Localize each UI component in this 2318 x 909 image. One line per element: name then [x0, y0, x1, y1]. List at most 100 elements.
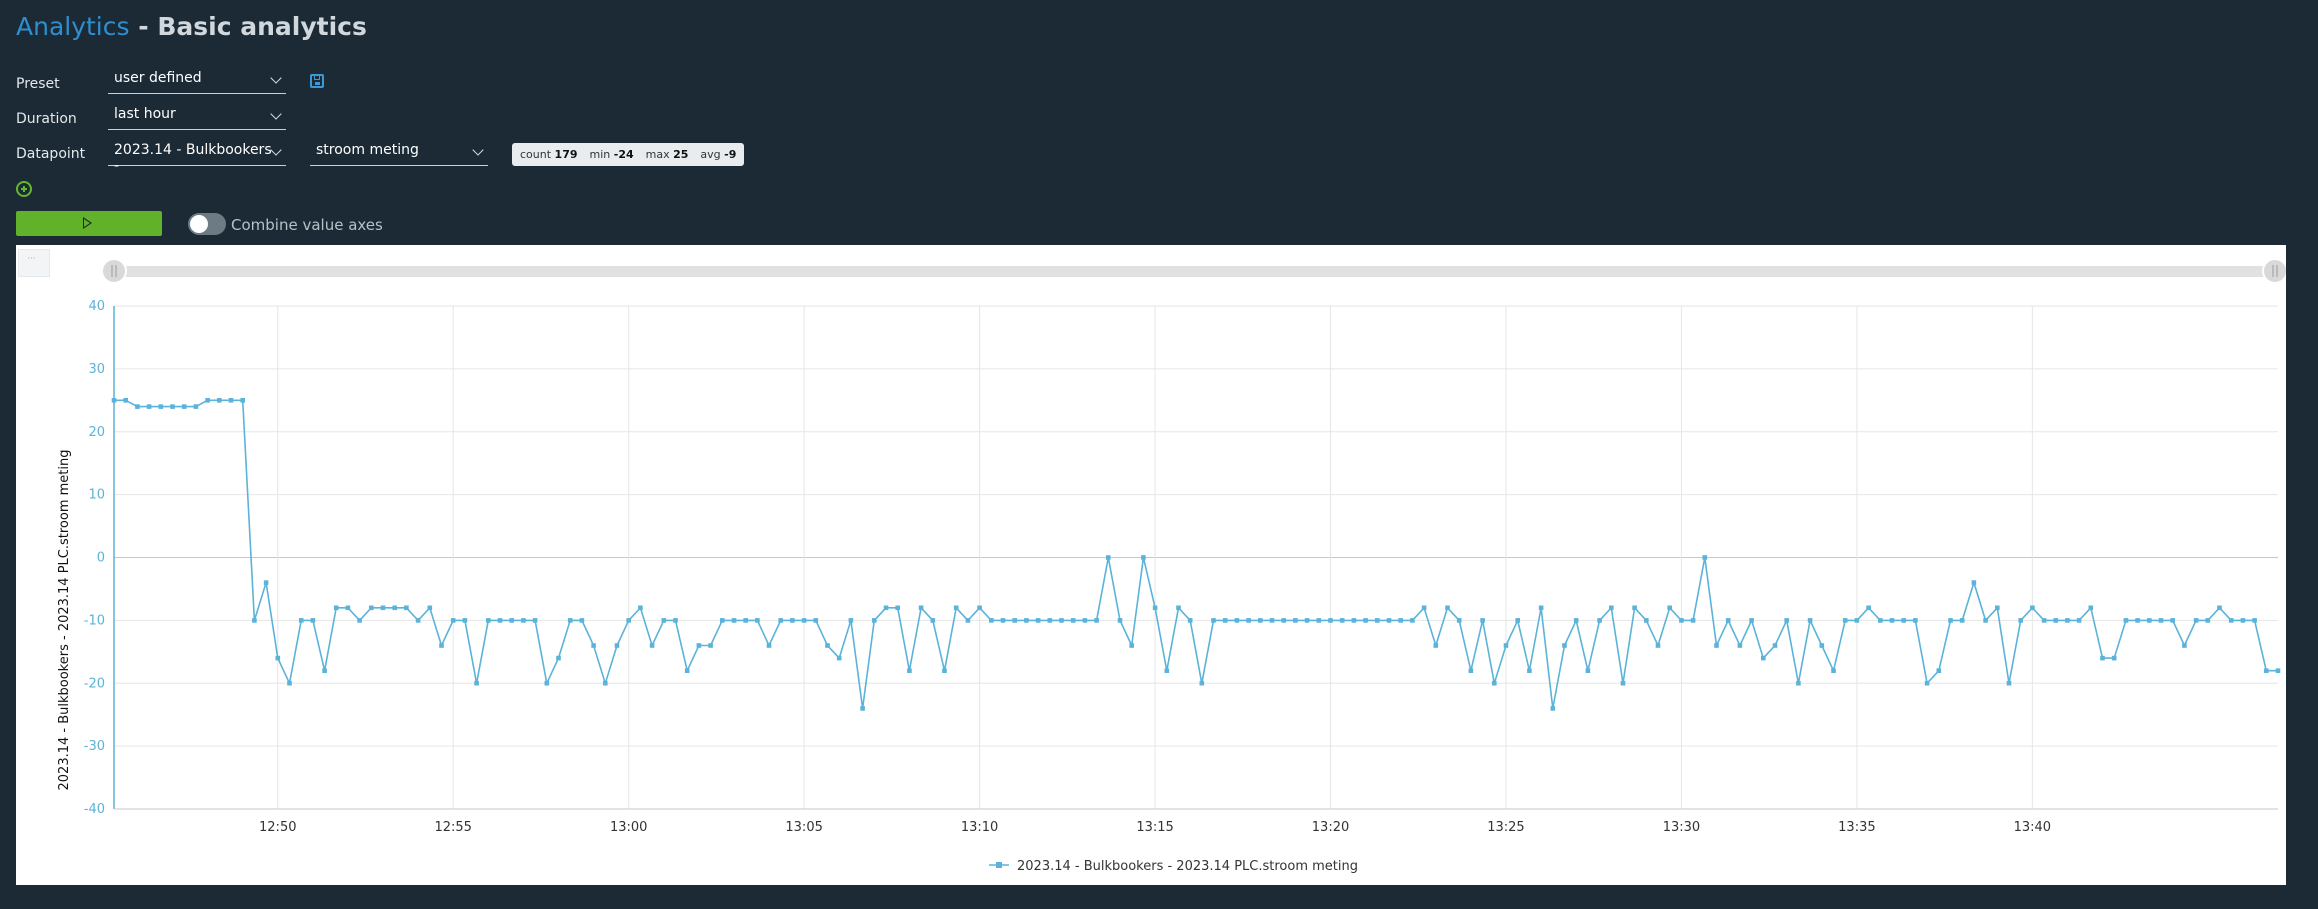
data-point[interactable]: [1375, 618, 1380, 623]
data-point[interactable]: [1842, 618, 1848, 623]
data-point[interactable]: [2135, 618, 2140, 623]
data-point[interactable]: [673, 618, 678, 623]
data-point[interactable]: [123, 398, 128, 403]
data-point[interactable]: [392, 605, 397, 611]
data-point[interactable]: [813, 618, 819, 623]
data-point[interactable]: [942, 668, 947, 673]
data-point[interactable]: [1187, 618, 1193, 623]
data-point[interactable]: [778, 618, 783, 623]
data-point[interactable]: [1924, 680, 1930, 686]
data-point[interactable]: [2088, 605, 2094, 611]
data-point[interactable]: [614, 643, 620, 648]
data-point[interactable]: [205, 398, 210, 403]
data-point[interactable]: [1714, 643, 1719, 648]
data-point[interactable]: [497, 618, 503, 623]
data-point[interactable]: [1807, 618, 1813, 623]
data-point[interactable]: [766, 643, 772, 648]
datapoint-select[interactable]: 2023.14 - Bulkbookers -: [108, 140, 286, 174]
data-point[interactable]: [1901, 618, 1906, 623]
data-point[interactable]: [1690, 618, 1696, 623]
property-select[interactable]: stroom meting: [310, 140, 488, 166]
preset-select[interactable]: user defined: [108, 68, 286, 94]
data-point[interactable]: [1316, 618, 1322, 623]
data-point[interactable]: [591, 643, 596, 648]
data-point[interactable]: [1410, 618, 1415, 623]
add-datapoint-icon[interactable]: [16, 181, 32, 197]
data-point[interactable]: [1971, 580, 1977, 585]
data-point[interactable]: [462, 618, 468, 623]
data-point[interactable]: [649, 643, 655, 648]
data-point[interactable]: [1363, 618, 1368, 623]
data-point[interactable]: [1445, 605, 1450, 611]
data-point[interactable]: [1796, 680, 1801, 686]
data-point[interactable]: [298, 618, 304, 623]
data-point[interactable]: [1468, 668, 1474, 673]
data-point[interactable]: [1573, 618, 1579, 623]
data-point[interactable]: [135, 404, 140, 409]
data-point[interactable]: [1000, 618, 1006, 623]
data-point[interactable]: [1421, 605, 1427, 611]
data-point[interactable]: [369, 605, 374, 611]
data-point[interactable]: [2193, 618, 2199, 623]
data-point[interactable]: [1889, 618, 1895, 623]
data-point[interactable]: [755, 618, 760, 623]
data-point[interactable]: [1667, 605, 1672, 611]
data-point[interactable]: [2228, 618, 2234, 623]
data-point[interactable]: [848, 618, 854, 623]
data-point[interactable]: [1959, 618, 1965, 623]
data-point[interactable]: [731, 618, 737, 623]
data-point[interactable]: [380, 605, 386, 611]
data-point[interactable]: [1878, 618, 1883, 623]
data-point[interactable]: [638, 605, 643, 611]
combine-axes-toggle[interactable]: [188, 213, 226, 235]
data-point[interactable]: [965, 618, 971, 623]
data-point[interactable]: [1339, 618, 1345, 623]
data-point[interactable]: [1094, 618, 1099, 623]
save-icon[interactable]: [310, 74, 324, 88]
data-point[interactable]: [544, 680, 550, 686]
data-point[interactable]: [2217, 605, 2222, 611]
data-point[interactable]: [1129, 643, 1134, 648]
data-point[interactable]: [450, 618, 456, 623]
data-point[interactable]: [603, 680, 608, 686]
data-point[interactable]: [333, 605, 339, 611]
data-point[interactable]: [825, 643, 830, 648]
data-point[interactable]: [953, 605, 959, 611]
data-point[interactable]: [567, 618, 573, 623]
data-point[interactable]: [521, 618, 526, 623]
data-point[interactable]: [989, 618, 994, 623]
data-point[interactable]: [228, 398, 234, 403]
data-point[interactable]: [1070, 618, 1076, 623]
data-point[interactable]: [1328, 618, 1333, 623]
data-point[interactable]: [1854, 618, 1860, 623]
data-point[interactable]: [427, 605, 433, 611]
data-point[interactable]: [275, 655, 281, 661]
data-point[interactable]: [217, 398, 222, 403]
data-point[interactable]: [626, 618, 631, 623]
data-point[interactable]: [1737, 643, 1743, 648]
legend[interactable]: 2023.14 - Bulkbookers - 2023.14 PLC.stro…: [989, 859, 1358, 874]
data-point[interactable]: [287, 680, 292, 686]
data-point[interactable]: [2123, 618, 2129, 623]
data-point[interactable]: [1725, 618, 1731, 623]
data-point[interactable]: [1047, 618, 1053, 623]
breadcrumb-analytics[interactable]: Analytics: [16, 12, 130, 41]
data-point[interactable]: [2006, 680, 2012, 686]
data-point[interactable]: [1936, 668, 1942, 673]
data-point[interactable]: [532, 618, 538, 623]
data-point[interactable]: [1983, 618, 1988, 623]
data-point[interactable]: [2100, 655, 2105, 661]
data-point[interactable]: [2275, 668, 2281, 673]
data-point[interactable]: [2170, 618, 2175, 623]
data-point[interactable]: [1503, 643, 1509, 648]
data-point[interactable]: [1176, 605, 1181, 611]
data-point[interactable]: [1222, 618, 1228, 623]
data-point[interactable]: [2111, 655, 2117, 661]
data-point[interactable]: [883, 605, 889, 611]
data-point[interactable]: [1106, 555, 1111, 560]
data-point[interactable]: [1269, 618, 1275, 623]
data-point[interactable]: [872, 618, 877, 623]
data-point[interactable]: [158, 404, 164, 409]
data-point[interactable]: [1211, 618, 1216, 623]
chart-menu-button[interactable]: [18, 249, 50, 277]
